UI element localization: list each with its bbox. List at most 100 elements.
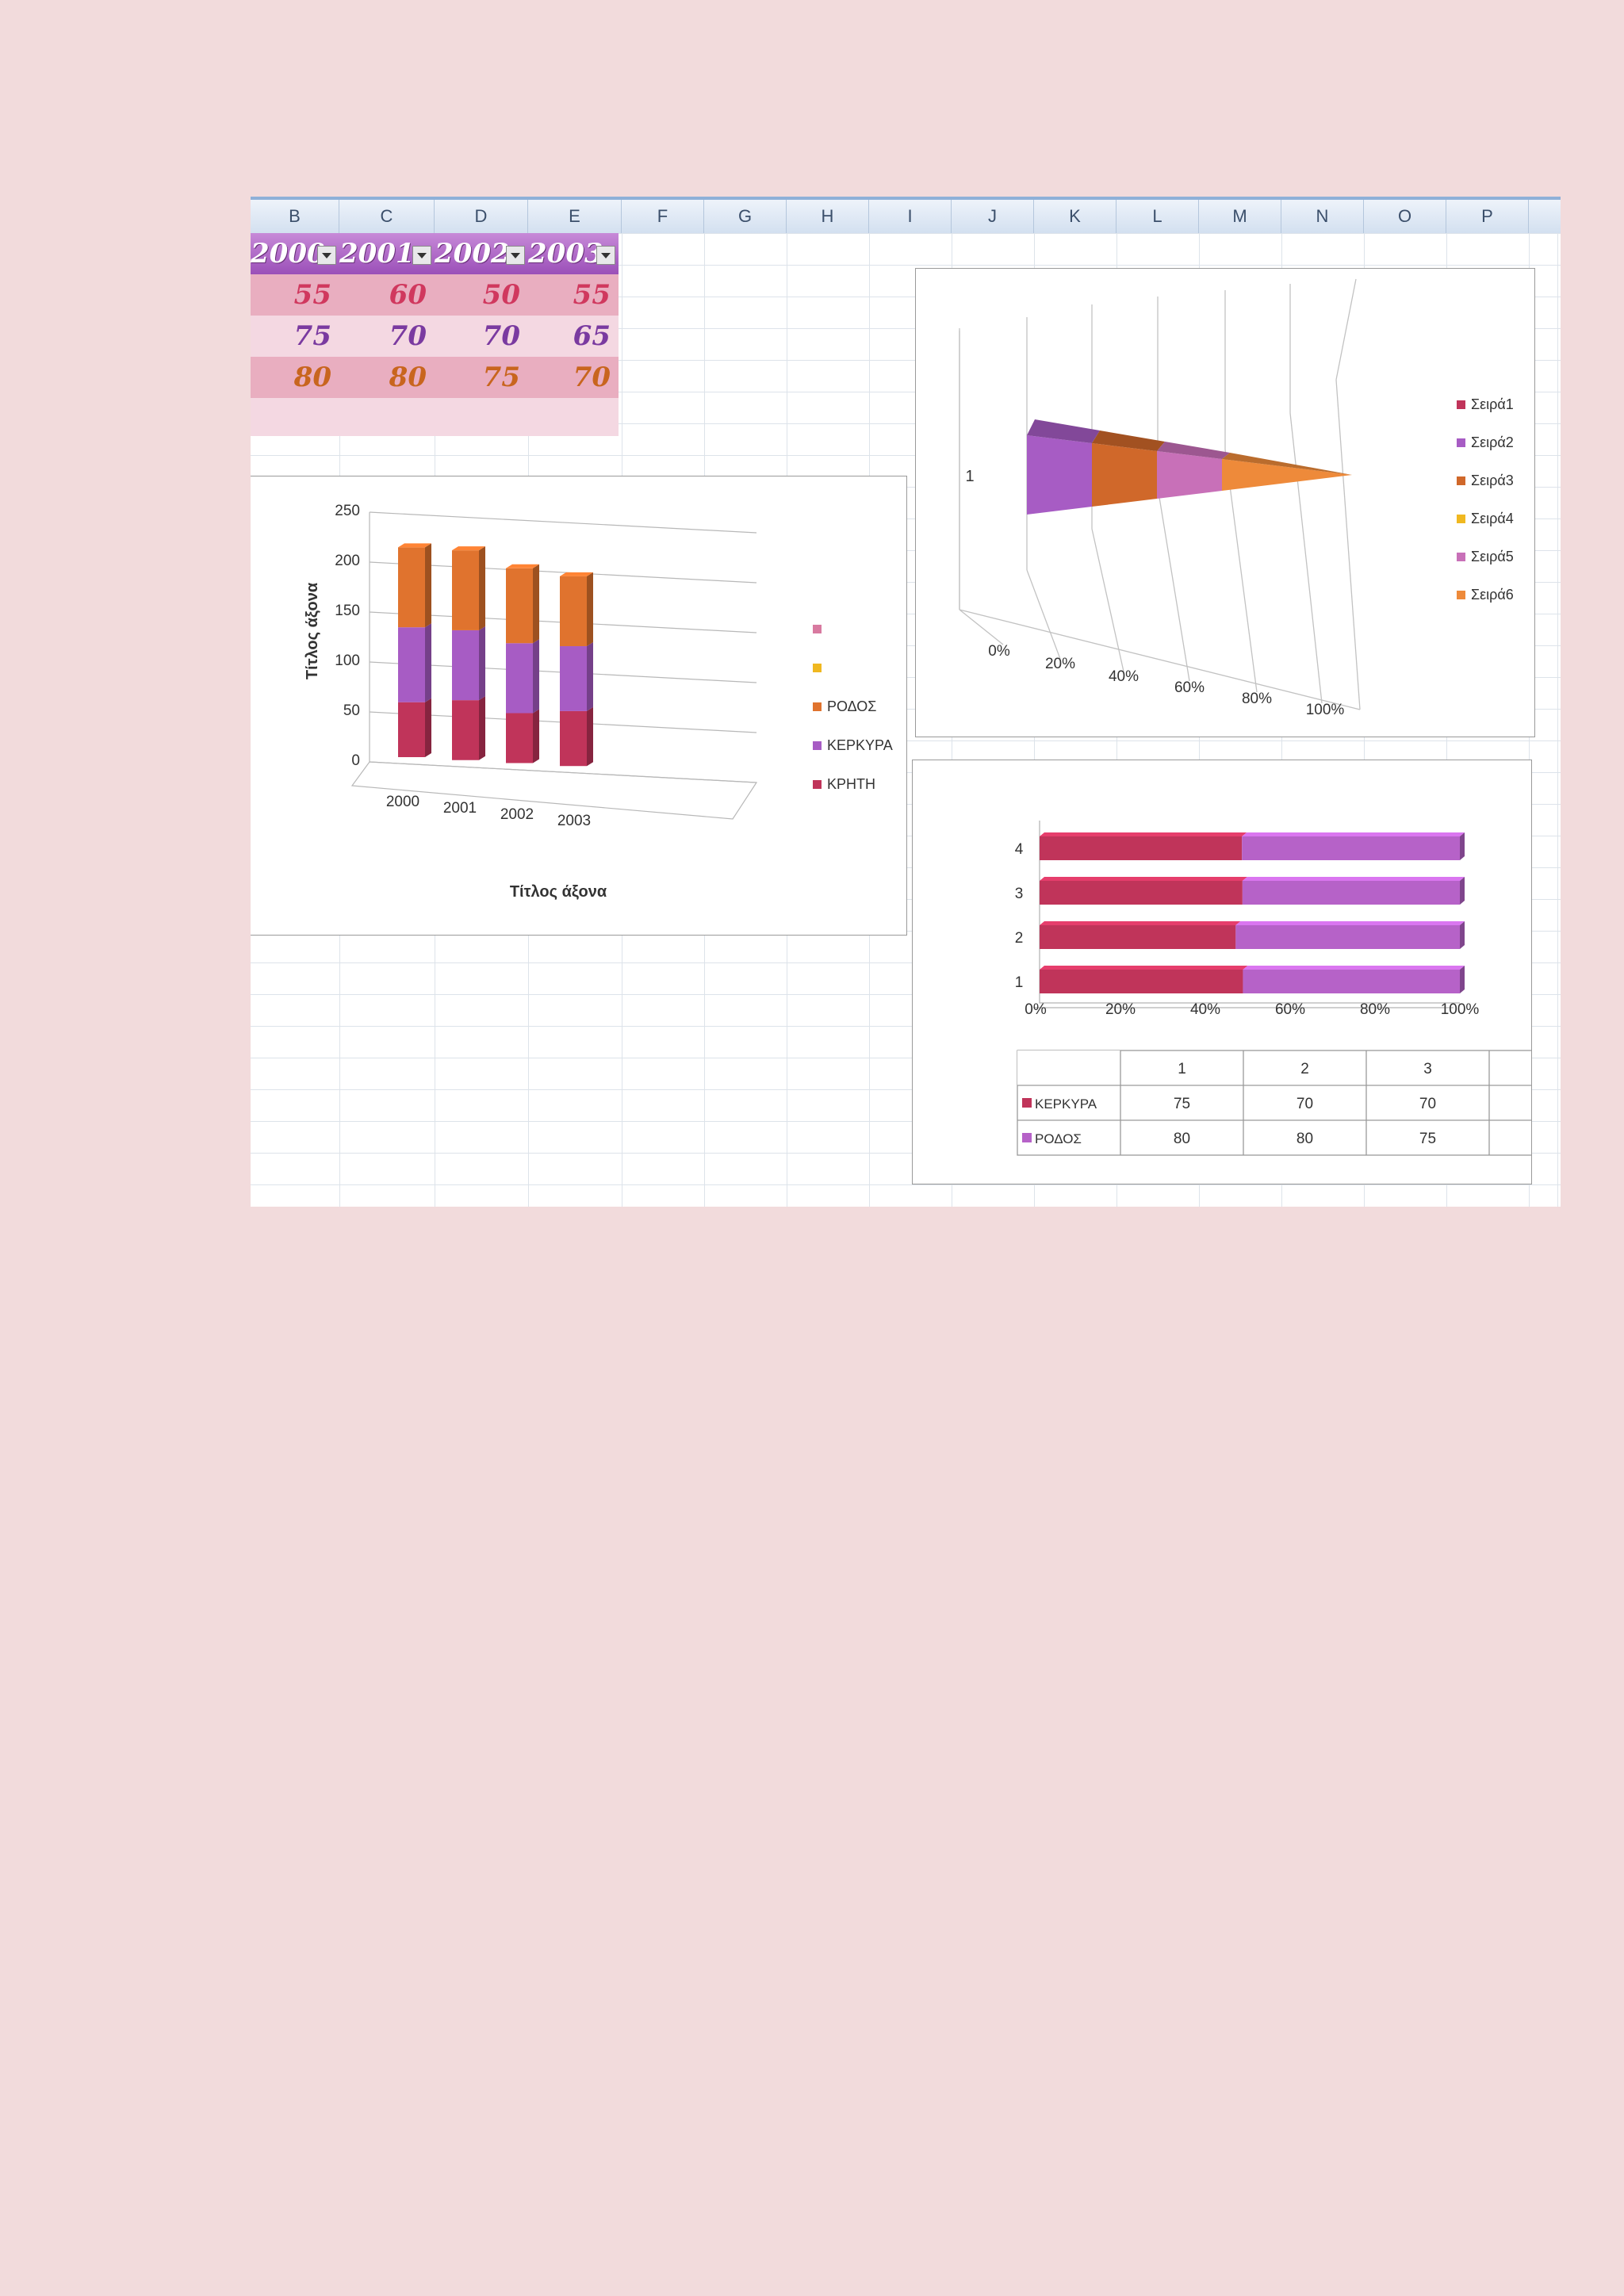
column-header-j[interactable]: J	[952, 200, 1034, 233]
data-table-cell: 80	[1174, 1131, 1190, 1147]
bar-top	[1040, 921, 1241, 925]
column-header-f[interactable]: F	[622, 200, 704, 233]
legend-label: ΚΡΗΤΗ	[827, 776, 875, 792]
x-tick-label: 100%	[1441, 1001, 1480, 1018]
filter-dropdown-button[interactable]	[506, 246, 525, 265]
column-header-b[interactable]: B	[251, 200, 339, 233]
table-cell[interactable]: 55	[573, 279, 611, 311]
bar-top	[1040, 877, 1247, 881]
column-side	[587, 572, 593, 647]
y-tick-label: 3	[1015, 886, 1024, 902]
x-tick-label: 2002	[500, 806, 534, 823]
table-cell[interactable]: 70	[389, 320, 427, 352]
table-cell[interactable]: 70	[482, 320, 520, 352]
bar-segment	[1235, 925, 1460, 949]
y-tick-label: 1	[1015, 974, 1024, 991]
data-table-header-cell: 1	[1178, 1061, 1186, 1077]
data-table-frame	[1017, 1050, 1561, 1156]
pyramid-chart[interactable]: 1 0% 20% 40% 60% 80% 100% Σειρά1 Σειρά2 Σειρά3 Σε…	[915, 268, 1535, 737]
data-table-cell: 75	[1419, 1131, 1436, 1147]
bar-side	[1460, 877, 1465, 905]
stacked-column-chart-svg: Τίτλος άξονα Τίτλος άξονα 0 50 100 150 200 25…	[304, 503, 893, 901]
column-header-g[interactable]: G	[704, 200, 787, 233]
floor-line	[1157, 487, 1190, 682]
floor-line	[1026, 569, 1061, 660]
column-segment	[452, 629, 479, 701]
column-side	[479, 626, 485, 701]
column-header-m[interactable]: M	[1199, 200, 1281, 233]
column-header-n[interactable]: N	[1281, 200, 1364, 233]
column-segment	[506, 568, 533, 644]
grid-row-line	[251, 962, 1561, 963]
grid-row-line	[251, 328, 1561, 329]
table-cell[interactable]: 60	[389, 279, 427, 311]
y-tick-label: 50	[343, 702, 360, 719]
data-table-cell: 70	[1419, 1096, 1436, 1112]
bar-side	[1460, 921, 1465, 949]
table-cell[interactable]: 55	[293, 279, 331, 311]
table-cell[interactable]: 65	[573, 320, 611, 352]
table-row	[251, 398, 619, 436]
data-table-header-cell: 3	[1423, 1061, 1432, 1077]
bar-side	[1460, 966, 1465, 993]
legend-swatch	[1457, 438, 1465, 447]
x-tick-label: 20%	[1105, 1001, 1136, 1018]
column-header-l[interactable]: L	[1116, 200, 1199, 233]
filter-dropdown-button[interactable]	[596, 246, 615, 265]
column-header-e[interactable]: E	[528, 200, 622, 233]
grid-row-line	[251, 455, 1561, 456]
y-tick-label: 4	[1015, 841, 1024, 858]
table-header-cell: 2002	[435, 238, 510, 270]
pyramid-chart-svg: 1 0% 20% 40% 60% 80% 100% Σειρά1 Σειρά2 Σειρά3 Σε…	[959, 278, 1514, 718]
column-segment	[452, 700, 479, 760]
column-segment	[506, 713, 533, 763]
ribbon-edge	[251, 197, 1561, 200]
y-tick-label: 100	[335, 652, 360, 669]
data-table-header-cell: 2	[1300, 1061, 1309, 1077]
table-header-row: 2000 2001 2002 2003	[251, 233, 619, 274]
legend-label: Σειρά5	[1471, 549, 1514, 564]
grid-row-line	[251, 1184, 1561, 1185]
filter-dropdown-button[interactable]	[412, 246, 431, 265]
column-segment	[560, 646, 587, 711]
column-header-h[interactable]: H	[787, 200, 869, 233]
legend-swatch	[1457, 515, 1465, 523]
table-cell[interactable]: 70	[573, 362, 611, 393]
table-cell[interactable]: 80	[293, 362, 331, 393]
x-tick-label: 60%	[1174, 679, 1205, 696]
column-side	[533, 709, 539, 763]
column-header-p[interactable]: P	[1446, 200, 1529, 233]
y-tick-label: 0	[351, 752, 360, 769]
column-top	[452, 546, 485, 551]
table-cell[interactable]: 50	[482, 279, 520, 311]
gridline	[1335, 278, 1357, 381]
column-segment	[506, 643, 533, 714]
x-tick-label: 0%	[1025, 1001, 1047, 1018]
table-header-cell: 2001	[339, 238, 415, 270]
pyramid-segment	[1222, 459, 1352, 491]
legend-swatch	[1457, 476, 1465, 485]
legend-swatch	[1457, 591, 1465, 599]
table-cell[interactable]: 75	[293, 320, 331, 352]
legend-label: ΡΟΔΟΣ	[827, 698, 876, 714]
column-header-o[interactable]: O	[1364, 200, 1446, 233]
bar-top	[1242, 832, 1465, 836]
table-cell[interactable]: 80	[389, 362, 427, 393]
legend-swatch	[813, 625, 822, 633]
column-segment	[398, 702, 425, 757]
grid-row-line	[251, 1026, 1561, 1027]
column-header-i[interactable]: I	[869, 200, 952, 233]
table-cell[interactable]: 75	[482, 362, 520, 393]
stacked-column-chart[interactable]: Τίτλος άξονα Τίτλος άξονα 0 50 100 150 200 25…	[251, 476, 907, 936]
column-header-k[interactable]: K	[1034, 200, 1116, 233]
column-header-c[interactable]: C	[339, 200, 435, 233]
filter-dropdown-button[interactable]	[317, 246, 336, 265]
legend-swatch	[1457, 553, 1465, 561]
percent-bar-chart[interactable]: 12340%20%40%60%80%100%1234ΚΕΡΚΥΡΑ7570706…	[912, 760, 1561, 1184]
column-side	[533, 564, 539, 644]
column-header-d[interactable]: D	[435, 200, 528, 233]
data-table-row-label: ΡΟΔΟΣ	[1035, 1131, 1082, 1146]
column-top	[398, 543, 431, 548]
column-side	[587, 706, 593, 767]
